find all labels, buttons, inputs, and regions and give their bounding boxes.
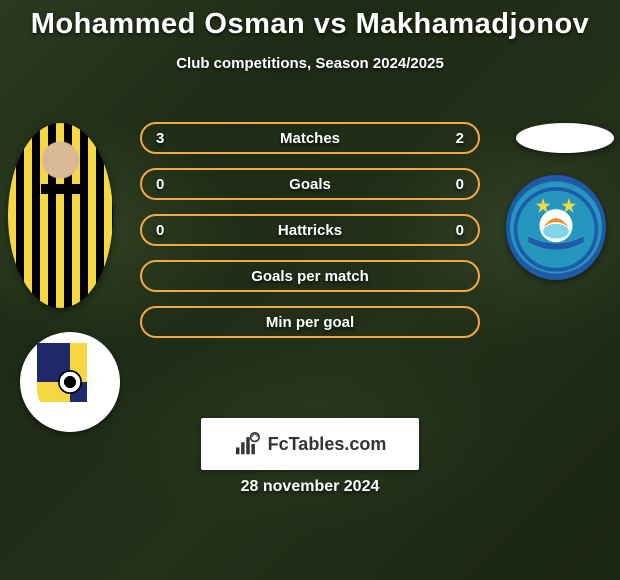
stat-label: Goals per match	[251, 268, 369, 285]
player-jersey-stripes	[8, 123, 113, 308]
club-shield-icon	[37, 343, 103, 421]
stat-label: Hattricks	[278, 222, 342, 239]
stat-right-value: 0	[456, 176, 464, 193]
stat-left-value: 3	[156, 130, 164, 147]
stat-row: 0 Hattricks 0	[140, 214, 480, 246]
stat-right-value: 2	[456, 130, 464, 147]
stat-right-value: 0	[456, 222, 464, 239]
stat-left-value: 0	[156, 176, 164, 193]
club-badge-right	[506, 175, 606, 280]
branding-box: FcTables.com	[201, 418, 419, 470]
fctables-logo-icon	[234, 432, 262, 456]
pakhtakor-badge-icon	[510, 179, 602, 276]
stat-label: Min per goal	[266, 314, 354, 331]
player-photo-right-placeholder	[516, 123, 614, 153]
date-label: 28 november 2024	[0, 478, 620, 496]
club-badge-left	[20, 332, 120, 432]
page-title: Mohammed Osman vs Makhamadjonov	[0, 0, 620, 41]
stat-row: Min per goal	[140, 306, 480, 338]
player-photo-left	[8, 123, 113, 308]
stat-label: Goals	[289, 176, 331, 193]
branding-text: FcTables.com	[268, 434, 387, 455]
stat-label: Matches	[280, 130, 340, 147]
infographic-root: Mohammed Osman vs Makhamadjonov Club com…	[0, 0, 620, 580]
stat-row: 3 Matches 2	[140, 122, 480, 154]
stat-row: 0 Goals 0	[140, 168, 480, 200]
stat-left-value: 0	[156, 222, 164, 239]
stat-row: Goals per match	[140, 260, 480, 292]
subtitle: Club competitions, Season 2024/2025	[0, 55, 620, 72]
stats-table: 3 Matches 2 0 Goals 0 0 Hattricks 0 Goals per mat…	[140, 122, 480, 352]
